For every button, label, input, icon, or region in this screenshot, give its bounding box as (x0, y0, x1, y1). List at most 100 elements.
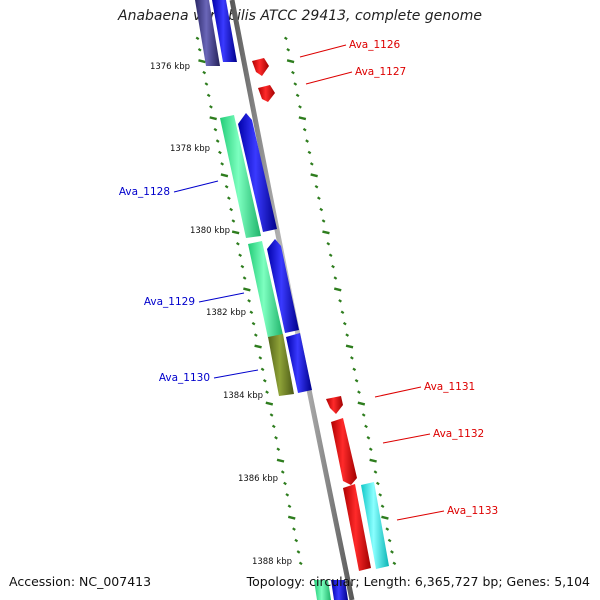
minor-tick (338, 299, 342, 303)
minor-tick (357, 390, 361, 394)
gene-arrow-ava-1130 (286, 333, 312, 393)
blue-cds-top (212, 0, 237, 62)
minor-tick (195, 36, 200, 41)
major-tick (369, 458, 377, 463)
minor-tick (287, 504, 292, 509)
minor-tick (269, 413, 274, 417)
minor-tick (392, 561, 397, 566)
minor-tick (247, 299, 251, 303)
cog-block-ava-1130 (268, 334, 294, 396)
gene-leader-line (299, 44, 347, 58)
minor-tick (361, 413, 366, 417)
minor-tick (302, 127, 307, 132)
major-tick (243, 287, 251, 292)
gene-arrow-ava-1126 (252, 58, 269, 76)
minor-tick (354, 378, 359, 383)
major-tick (287, 515, 296, 520)
gene-label-ava-1130[interactable]: Ava_1130 (159, 372, 210, 384)
gene-label-ava-1131[interactable]: Ava_1131 (424, 381, 475, 393)
axis-tick-label: 1382 kbp (206, 308, 246, 318)
minor-tick (262, 378, 267, 383)
axis-tick-label: 1380 kbp (190, 226, 230, 236)
gene-label-ava-1126[interactable]: Ava_1126 (349, 39, 401, 51)
gene-label-ava-1128[interactable]: Ava_1128 (119, 186, 170, 198)
minor-tick (197, 48, 202, 52)
minor-tick (224, 184, 229, 189)
minor-tick (258, 356, 263, 360)
minor-tick (280, 470, 285, 474)
minor-tick (314, 184, 319, 189)
gene-label-ava-1133[interactable]: Ava_1133 (447, 505, 498, 517)
minor-tick (285, 493, 290, 497)
minor-tick (321, 219, 326, 223)
gene-leader-line (305, 71, 353, 85)
minor-tick (328, 253, 333, 257)
minor-tick (380, 504, 385, 509)
minor-tick (260, 367, 265, 372)
minor-tick (293, 82, 298, 86)
minor-tick (345, 333, 350, 337)
gene-label-ava-1132[interactable]: Ava_1132 (433, 428, 484, 440)
axis-tick-label: 1378 kbp (170, 144, 210, 154)
minor-tick (265, 390, 269, 394)
minor-tick (319, 207, 324, 212)
axis-labels: 1376 kbp 1378 kbp 1380 kbp 1382 kbp 1384 kbp… (150, 62, 292, 567)
gene-label-ava-1129[interactable]: Ava_1129 (144, 296, 195, 308)
major-tick (345, 344, 354, 349)
minor-tick (309, 162, 314, 166)
axis-tick-label: 1386 kbp (238, 474, 278, 484)
major-tick (310, 173, 318, 178)
major-tick (254, 344, 262, 349)
gene-labels: Ava_1126 Ava_1127 Ava_1128 Ava_1129 Ava_1130… (119, 39, 498, 521)
minor-tick (276, 447, 281, 451)
tick-track-outer (283, 36, 397, 566)
major-tick (198, 59, 206, 64)
minor-tick (364, 424, 368, 429)
minor-tick (291, 70, 295, 75)
minor-tick (202, 70, 207, 75)
minor-tick (204, 82, 209, 86)
gene-arrow-ava-1129 (267, 239, 299, 333)
green-cog-block-bottom (314, 580, 331, 600)
minor-tick (236, 242, 240, 246)
minor-tick (213, 127, 218, 132)
gene-arrow-ava-1127 (258, 85, 275, 102)
gene-leader-line (374, 386, 422, 398)
topology-text: Topology: circular; Length: 6,365,727 bp… (246, 574, 590, 589)
minor-tick (231, 219, 236, 223)
minor-tick (209, 105, 213, 109)
major-tick (333, 287, 342, 292)
minor-tick (294, 538, 299, 543)
minor-tick (390, 550, 394, 554)
gene-leader-line (213, 369, 259, 379)
minor-tick (366, 436, 371, 440)
minor-tick (292, 527, 296, 531)
minor-tick (229, 207, 234, 212)
major-tick (231, 230, 240, 235)
minor-tick (375, 481, 380, 486)
minor-tick (238, 253, 242, 257)
minor-tick (240, 264, 245, 269)
minor-tick (387, 538, 392, 543)
gene-arrow-ava-1132 (331, 418, 357, 485)
major-tick (381, 515, 389, 520)
major-tick (265, 401, 274, 406)
minor-tick (215, 139, 220, 143)
minor-tick (283, 481, 287, 486)
gene-leader-line (173, 180, 219, 193)
major-tick (322, 230, 330, 235)
cog-block-ava-1129 (248, 241, 283, 338)
minor-tick (286, 48, 291, 52)
minor-tick (271, 424, 276, 429)
major-tick (220, 173, 229, 178)
gene-leader-line (382, 433, 431, 444)
accession-text: Accession: NC_007413 (9, 574, 152, 589)
minor-tick (373, 470, 378, 474)
minor-tick (378, 493, 383, 497)
minor-tick (242, 276, 247, 280)
minor-tick (333, 276, 338, 280)
cog-block-ava-1133 (361, 482, 389, 569)
gene-label-ava-1127[interactable]: Ava_1127 (355, 66, 406, 78)
minor-tick (352, 367, 357, 372)
